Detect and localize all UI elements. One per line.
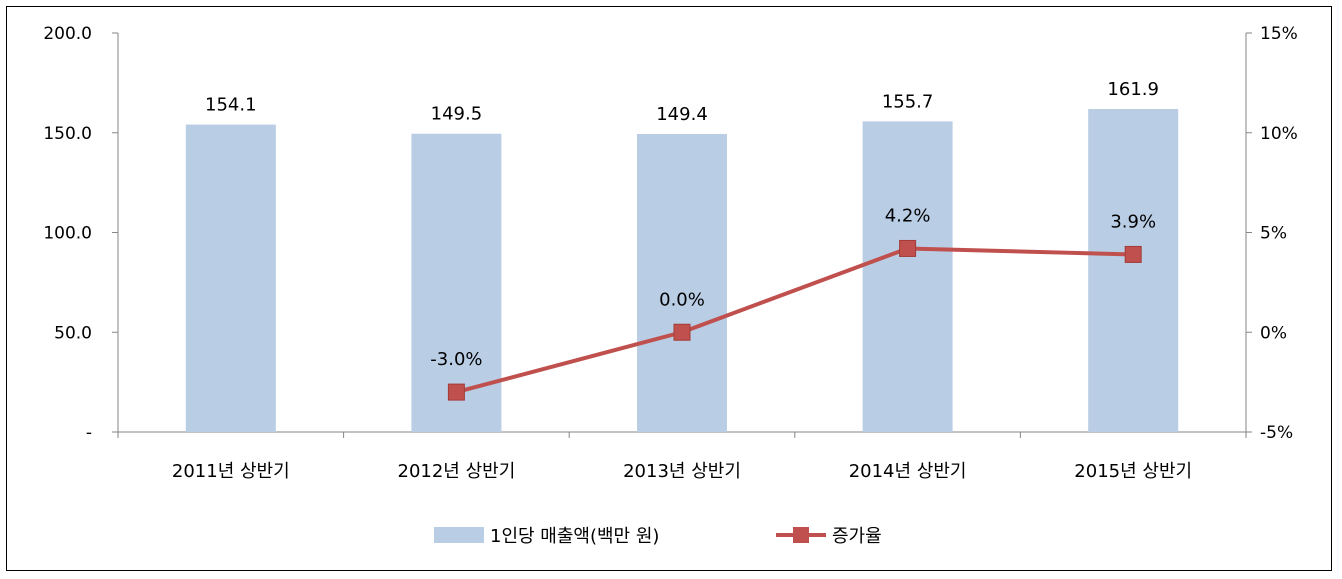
y-right-tick-label: 15% [1260,24,1298,44]
y-right-tick-label: -5% [1260,423,1293,443]
bar-value-label: 155.7 [882,91,934,112]
axes-layer: - 50.0 100.0 150.0 200.0 -5% 0% 5% 10% 15% 2011년 상… [43,24,1297,482]
growth-rate-marker [447,383,465,401]
y-left-tick-label: 200.0 [43,24,92,44]
bar-value-label: 154.1 [205,95,257,116]
growth-rate-label: 0.0% [659,289,705,310]
x-tick-label: 2013년 상반기 [623,461,741,482]
legend-bar-label: 1인당 매출액(백만 원) [490,526,659,547]
growth-rate-label: 4.2% [885,205,931,226]
bar-value-label: 149.4 [656,104,708,125]
y-left-tick-label: 100.0 [43,224,92,244]
y-right-tick-label: 10% [1260,124,1298,144]
labels-layer: 154.1 149.5 149.4 155.7 161.9 -3.0% 0.0% 4.2% 3.… [205,79,1159,370]
legend: 1인당 매출액(백만 원) 증가율 [434,526,882,547]
x-tick-label: 2014년 상반기 [849,461,967,482]
combo-chart: - 50.0 100.0 150.0 200.0 -5% 0% 5% 10% 15% 2011년 상… [43,24,1297,547]
growth-rate-marker [899,239,917,257]
bar [862,121,953,432]
bars-layer [185,109,1179,433]
legend-bar-swatch [434,527,484,543]
legend-line-label: 증가율 [832,526,882,547]
x-tick-label: 2011년 상반기 [172,461,290,482]
y-left-tick-label: 150.0 [43,124,92,144]
chart-frame: - 50.0 100.0 150.0 200.0 -5% 0% 5% 10% 15% 2011년 상… [6,6,1332,571]
growth-rate-marker [1124,245,1142,263]
growth-rate-label: 3.9% [1110,211,1156,232]
bar-value-label: 161.9 [1107,79,1159,100]
bar [637,133,727,432]
x-tick-label: 2012년 상반기 [398,461,516,482]
line-layer [447,239,1142,401]
bar [1088,109,1179,433]
y-right-tick-label: 0% [1260,323,1287,343]
y-left-tick-label: 50.0 [54,323,92,343]
bar [185,124,276,433]
y-right-tick-label: 5% [1260,224,1287,244]
y-left-tick-label: - [86,423,92,443]
x-tick-label: 2015년 상반기 [1074,461,1192,482]
bar-value-label: 149.5 [431,104,483,125]
growth-rate-line [455,246,1134,395]
growth-rate-label: -3.0% [430,349,482,370]
growth-rate-marker [673,323,691,341]
legend-line-marker [793,527,809,543]
